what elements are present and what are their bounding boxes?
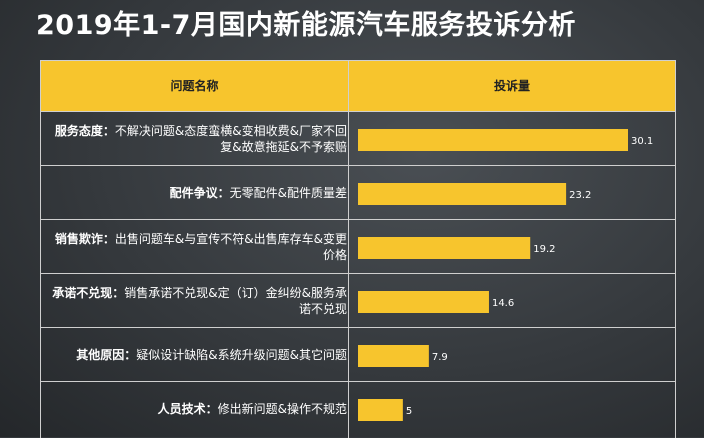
complaint-table: 问题名称 投诉量 服务态度：不解决问题&态度蛮横&变相收费&厂家不回复&故意拖延… bbox=[40, 60, 676, 438]
bar-5 bbox=[358, 345, 429, 367]
row-detail: 不解决问题&态度蛮横&变相收费&厂家不回复&故意拖延&不予索赔 bbox=[114, 124, 347, 154]
row-category: 配件争议： bbox=[169, 186, 230, 200]
bar-4 bbox=[358, 291, 489, 313]
column-header-problem: 问题名称 bbox=[170, 79, 219, 93]
table-row: 其他原因：疑似设计缺陷&系统升级问题&其它问题 bbox=[41, 327, 675, 382]
bar-value-label: 5 bbox=[406, 406, 412, 417]
row-label: 服务态度：不解决问题&态度蛮横&变相收费&厂家不回复&故意拖延&不予索赔 bbox=[43, 112, 347, 166]
table-row: 承诺不兑现：销售承诺不兑现&定（订）金纠纷&服务承诺不兑现 bbox=[41, 273, 675, 328]
column-divider bbox=[348, 61, 349, 438]
row-category: 人员技术： bbox=[157, 402, 218, 416]
bar-3 bbox=[358, 237, 531, 259]
bar-value-label: 14.6 bbox=[492, 298, 514, 309]
row-category: 其他原因： bbox=[76, 348, 137, 362]
page-title: 2019年1-7月国内新能源汽车服务投诉分析 bbox=[36, 10, 576, 41]
row-category: 销售欺诈： bbox=[54, 232, 115, 246]
table-row: 销售欺诈：出售问题车&与宣传不符&出售库存车&变更价格 bbox=[41, 219, 675, 274]
bar-2 bbox=[358, 183, 567, 205]
column-header-count: 投诉量 bbox=[493, 79, 530, 93]
bar-6 bbox=[358, 399, 403, 421]
table-row: 人员技术：修出新问题&操作不规范 bbox=[41, 381, 675, 436]
row-detail: 出售问题车&与宣传不符&出售库存车&变更价格 bbox=[114, 232, 347, 262]
bar-value-label: 30.1 bbox=[631, 136, 653, 147]
table-row: 服务态度：不解决问题&态度蛮横&变相收费&厂家不回复&故意拖延&不予索赔 bbox=[41, 111, 675, 166]
table-header: 问题名称 投诉量 bbox=[41, 61, 675, 111]
row-category: 服务态度： bbox=[54, 124, 115, 138]
row-label: 其他原因：疑似设计缺陷&系统升级问题&其它问题 bbox=[43, 328, 347, 382]
table-row: 配件争议：无零配件&配件质量差 bbox=[41, 165, 675, 220]
bar-1 bbox=[358, 129, 628, 151]
bar-value-label: 23.2 bbox=[569, 190, 591, 201]
row-detail: 修出新问题&操作不规范 bbox=[217, 402, 347, 416]
bar-chart: 30.1 23.2 19.2 14.6 7.9 5 bbox=[358, 129, 653, 421]
row-label: 销售欺诈：出售问题车&与宣传不符&出售库存车&变更价格 bbox=[43, 220, 347, 274]
row-detail: 疑似设计缺陷&系统升级问题&其它问题 bbox=[136, 348, 347, 362]
row-label: 人员技术：修出新问题&操作不规范 bbox=[43, 382, 347, 436]
bar-value-label: 7.9 bbox=[432, 352, 448, 363]
row-label: 配件争议：无零配件&配件质量差 bbox=[43, 166, 347, 220]
row-category: 承诺不兑现： bbox=[52, 286, 125, 300]
bar-value-label: 19.2 bbox=[533, 244, 555, 255]
row-label: 承诺不兑现：销售承诺不兑现&定（订）金纠纷&服务承诺不兑现 bbox=[43, 274, 347, 328]
row-detail: 无零配件&配件质量差 bbox=[229, 186, 347, 200]
row-detail: 销售承诺不兑现&定（订）金纠纷&服务承诺不兑现 bbox=[124, 286, 347, 316]
